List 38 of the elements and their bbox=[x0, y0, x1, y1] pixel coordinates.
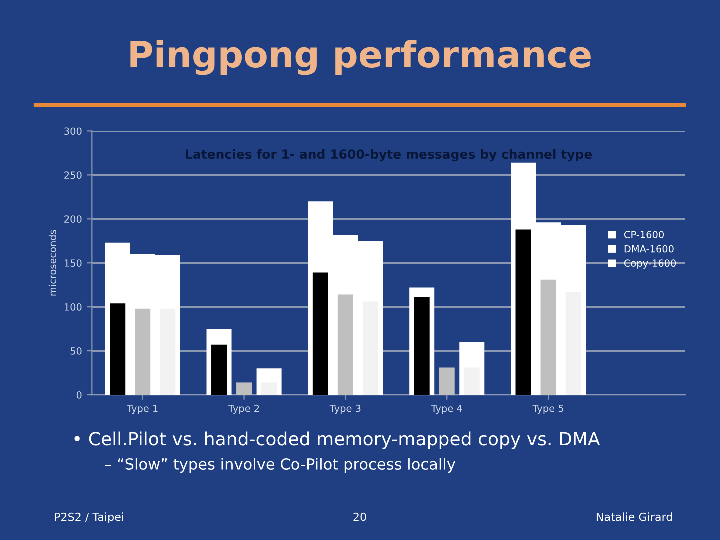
x-tick-label: Type 3 bbox=[330, 404, 361, 414]
bar bbox=[160, 308, 176, 396]
legend-label: Copy-1600 bbox=[624, 260, 676, 269]
bar bbox=[414, 297, 430, 396]
y-axis-title: microseconds bbox=[48, 230, 56, 296]
text: • Cell.Pilot vs. hand-coded memory-mapped copy vs. DMA bbox=[74, 432, 600, 450]
bar bbox=[464, 368, 480, 396]
bar bbox=[566, 292, 582, 396]
y-tick-label: 200 bbox=[64, 216, 82, 223]
chart-title: Pingpong performance bbox=[130, 40, 591, 76]
x-tick-label: Type 4 bbox=[431, 405, 462, 414]
text: Natalie Girard bbox=[596, 512, 672, 522]
bar bbox=[439, 368, 455, 396]
bar bbox=[212, 344, 228, 396]
bar bbox=[236, 382, 252, 396]
y-tick-label: 300 bbox=[64, 128, 82, 136]
text: Latencies for 1- and 1600-byte messages by channel type bbox=[186, 149, 592, 162]
y-tick-label: 50 bbox=[70, 348, 82, 355]
bar bbox=[110, 304, 126, 396]
legend-label: DMA-1600 bbox=[624, 245, 674, 253]
x-tick-label: Type 5 bbox=[532, 405, 564, 414]
bar bbox=[362, 302, 378, 396]
bar bbox=[135, 308, 151, 396]
bar bbox=[338, 294, 354, 396]
text: 20 bbox=[354, 512, 366, 522]
legend-label: CP-1600 bbox=[624, 231, 664, 238]
x-tick-label: Type 2 bbox=[228, 404, 260, 414]
y-tick-label: 100 bbox=[64, 304, 82, 311]
bar bbox=[312, 272, 328, 396]
y-tick-label: 150 bbox=[64, 260, 82, 267]
bar bbox=[516, 230, 532, 396]
x-tick-label: Type 1 bbox=[127, 405, 158, 414]
bar bbox=[262, 382, 278, 396]
y-tick-label: 0 bbox=[76, 391, 82, 399]
text: – “Slow” types involve Co-Pilot process locally bbox=[105, 458, 456, 473]
bar bbox=[540, 280, 556, 396]
y-tick-label: 250 bbox=[64, 172, 82, 180]
text: P2S2 / Taipei bbox=[55, 512, 124, 524]
